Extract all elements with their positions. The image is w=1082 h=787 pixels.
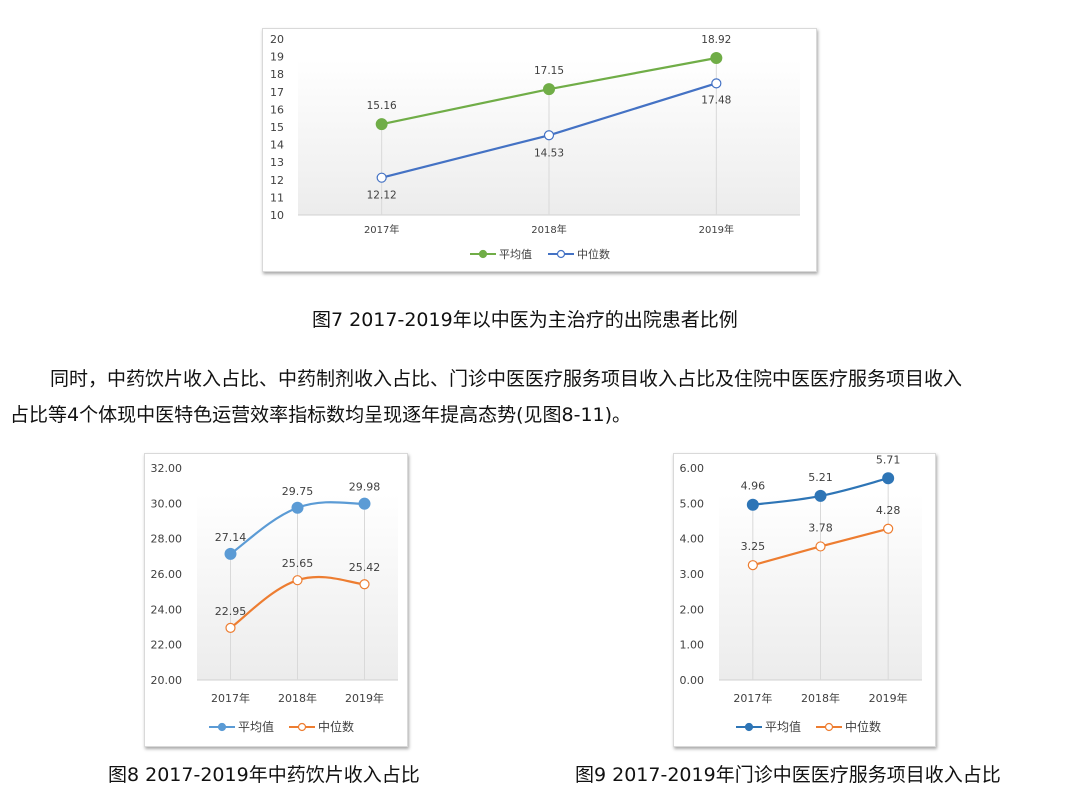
data-point-marker: [711, 78, 722, 89]
legend-item-label: 中位数: [318, 719, 354, 734]
data-point-marker: [710, 52, 723, 65]
y-tick-label: 3.00: [680, 568, 705, 581]
data-point-marker: [376, 172, 387, 183]
data-point-marker: [358, 497, 371, 510]
body-paragraph-line1: 同时，中药饮片收入占比、中药制剂收入占比、门诊中医医疗服务项目收入占比及住院中医…: [50, 368, 963, 390]
data-point-marker: [359, 579, 370, 590]
y-tick-label: 1.00: [680, 639, 705, 652]
figure9-line-chart: 0.00 1.00 2.00 3.00 4.00 5.00 6.00 2017年 2018年 20…: [680, 454, 922, 734]
data-label: 14.53: [534, 147, 564, 159]
y-tick-label: 26.00: [151, 568, 183, 581]
x-tick-label: 2019年: [345, 691, 384, 705]
data-point-marker: [543, 83, 555, 96]
y-tick-label: 6.00: [680, 462, 705, 475]
data-label: 5.71: [876, 454, 901, 466]
data-label: 29.98: [349, 481, 381, 494]
y-tick-label: 2.00: [680, 603, 705, 616]
y-tick-label: 20: [270, 33, 284, 46]
y-tick-label: 24.00: [151, 603, 183, 616]
data-label: 25.65: [282, 557, 314, 570]
data-label: 17.15: [534, 65, 564, 77]
legend-item-label: 平均值: [499, 248, 532, 261]
data-point-marker: [883, 523, 894, 534]
data-label: 4.96: [741, 480, 766, 493]
x-tick-label: 2018年: [278, 691, 317, 705]
y-tick-label: 0.00: [680, 674, 705, 687]
x-tick-label: 2017年: [733, 691, 772, 705]
y-tick-label: 13: [270, 156, 284, 169]
data-label: 22.95: [215, 605, 247, 618]
y-tick-label: 22.00: [151, 639, 183, 652]
y-tick-label: 10: [270, 209, 284, 222]
data-label: 5.21: [808, 471, 833, 484]
y-tick-label: 17: [270, 86, 284, 99]
data-point-marker: [882, 472, 895, 485]
data-point-marker: [746, 498, 759, 511]
figure8-caption: 图8 2017-2019年中药饮片收入占比: [108, 764, 420, 786]
y-tick-label: 28.00: [151, 533, 183, 546]
y-tick-label: 16: [270, 103, 284, 116]
data-point-marker: [291, 501, 304, 514]
figure7-line-chart: 10 11 12 13 14 15 16 17 18 19 20 2017年 2018年 2019年 15.…: [270, 33, 800, 261]
figure9-caption: 图9 2017-2019年门诊中医医疗服务项目收入占比: [575, 764, 1001, 786]
data-label: 12.12: [367, 190, 397, 202]
x-tick-label: 2018年: [801, 691, 840, 705]
figure7-caption: 图7 2017-2019年以中医为主治疗的出院患者比例: [312, 309, 738, 331]
y-tick-label: 15: [270, 121, 284, 134]
data-label: 15.16: [367, 100, 397, 112]
y-tick-label: 11: [270, 191, 284, 204]
figure8-chart: 20.00 22.00 24.00 26.00 28.00 30.00 32.00 2017年…: [144, 453, 408, 747]
x-tick-label: 2019年: [869, 691, 908, 705]
data-point-marker: [543, 130, 555, 141]
y-tick-label: 20.00: [151, 674, 183, 687]
legend-item-label: 中位数: [845, 719, 881, 734]
data-label: 4.28: [876, 504, 901, 517]
x-tick-label: 2017年: [211, 691, 250, 705]
y-tick-label: 30.00: [151, 497, 183, 510]
figure8-line-chart: 20.00 22.00 24.00 26.00 28.00 30.00 32.00 2017年…: [151, 462, 398, 734]
data-point-marker: [815, 541, 826, 552]
data-point-marker: [292, 575, 303, 586]
legend-item-label: 平均值: [238, 719, 274, 734]
figure9-chart: 0.00 1.00 2.00 3.00 4.00 5.00 6.00 2017年 2018年 20…: [673, 453, 936, 747]
data-point-marker: [747, 560, 758, 571]
legend-item-label: 中位数: [577, 247, 610, 261]
y-tick-label: 5.00: [680, 497, 705, 510]
data-point-marker: [225, 622, 236, 633]
data-label: 27.14: [215, 531, 247, 544]
data-point-marker: [814, 489, 827, 502]
body-paragraph-line2: 占比等4个体现中医特色运营效率指标数均呈现逐年提高态势(见图8-11)。: [10, 404, 632, 426]
y-tick-label: 19: [270, 51, 284, 64]
y-tick-label: 18: [270, 68, 284, 81]
data-label: 3.78: [808, 521, 833, 534]
data-label: 29.75: [282, 485, 314, 498]
data-point-marker: [375, 118, 388, 131]
x-tick-label: 2018年: [531, 223, 566, 236]
data-label: 17.48: [701, 94, 731, 106]
data-point-marker: [224, 547, 237, 560]
data-label: 3.25: [741, 540, 766, 553]
y-tick-label: 14: [270, 139, 284, 152]
y-tick-label: 32.00: [151, 462, 183, 475]
data-label: 25.42: [349, 561, 381, 574]
legend-item-label: 平均值: [765, 719, 801, 734]
x-tick-label: 2019年: [699, 223, 734, 236]
data-label: 18.92: [701, 34, 731, 46]
figure7-chart: 10 11 12 13 14 15 16 17 18 19 20 2017年 2018年 2019年 15.…: [262, 28, 817, 272]
y-tick-label: 12: [270, 174, 284, 187]
x-tick-label: 2017年: [364, 223, 399, 236]
y-tick-label: 4.00: [680, 533, 705, 546]
